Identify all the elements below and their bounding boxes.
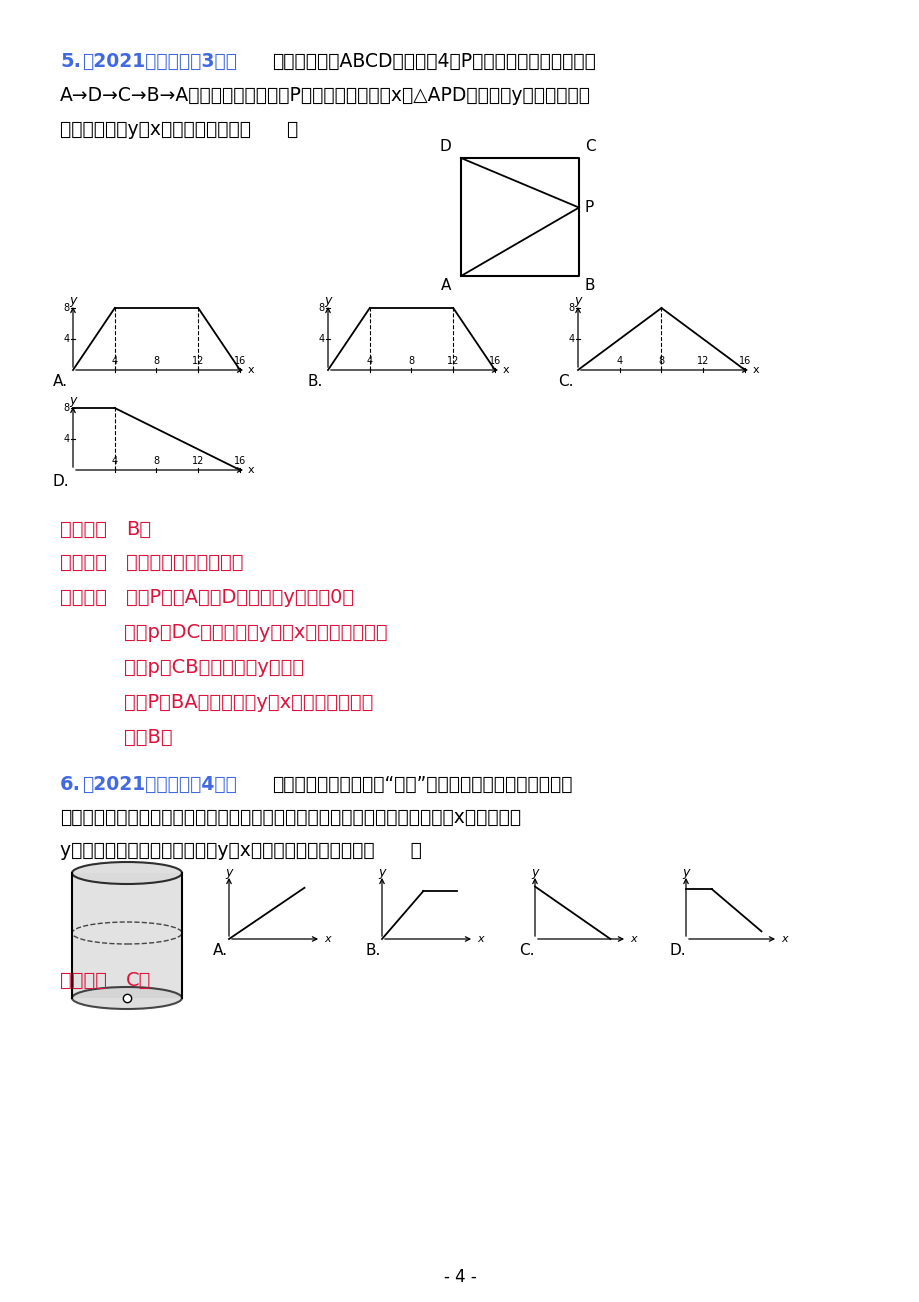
Text: 8: 8: [319, 303, 324, 312]
Text: C.: C.: [518, 943, 534, 958]
Text: 8: 8: [153, 355, 159, 366]
Text: x: x: [476, 934, 483, 944]
Text: y: y: [378, 866, 385, 879]
Text: B.: B.: [308, 374, 323, 389]
Text: y: y: [531, 866, 539, 879]
Text: y: y: [324, 294, 332, 307]
Text: 当点P在BA上运动时，y随x的增大而减小。: 当点P在BA上运动时，y随x的增大而减小。: [124, 693, 373, 712]
Text: 4: 4: [367, 355, 372, 366]
Text: 16: 16: [488, 355, 501, 366]
Text: 12: 12: [192, 456, 204, 466]
Text: 当点p在CB上运动时，y不变；: 当点p在CB上运动时，y不变；: [124, 658, 304, 677]
Text: y: y: [69, 395, 76, 408]
Text: 6.: 6.: [60, 775, 81, 794]
Text: 4: 4: [63, 335, 70, 344]
Text: 【答案】: 【答案】: [60, 971, 107, 990]
Text: A.: A.: [213, 943, 228, 958]
Text: 8: 8: [63, 404, 70, 413]
Text: 【答案】: 【答案】: [60, 519, 107, 539]
Text: 8: 8: [63, 303, 70, 312]
Text: y: y: [682, 866, 689, 879]
Text: D.: D.: [53, 474, 70, 490]
Text: 当点p在DC上运动时，y随着x的增大而增大；: 当点p在DC上运动时，y随着x的增大而增大；: [124, 622, 387, 642]
Text: x: x: [780, 934, 787, 944]
Text: 16: 16: [233, 456, 246, 466]
Text: 【考点】: 【考点】: [60, 553, 107, 572]
Text: 16: 16: [233, 355, 246, 366]
Text: 象能大致反映y与x的函数关系的是【      】: 象能大致反映y与x的函数关系的是【 】: [60, 120, 298, 139]
Ellipse shape: [72, 987, 182, 1009]
Text: C。: C。: [126, 971, 152, 990]
Text: y表示壶底到水面的高度，那么y与x的函数关系式的图象是【      】: y表示壶底到水面的高度，那么y与x的函数关系式的图象是【 】: [60, 841, 422, 861]
Text: B: B: [584, 279, 595, 293]
Text: C: C: [584, 139, 595, 154]
Text: P: P: [584, 201, 594, 215]
Text: 12: 12: [192, 355, 204, 366]
Text: y: y: [225, 866, 233, 879]
Text: x: x: [248, 465, 255, 475]
Text: 4: 4: [111, 456, 118, 466]
Text: A→D→C→B→A的路径匀速移动，讽P点经过的路径长为x，△APD的面积是y，那么以下图: A→D→C→B→A的路径匀速移动，讽P点经过的路径长为x，△APD的面积是y，那…: [60, 86, 590, 105]
Text: 12: 12: [697, 355, 709, 366]
Text: 16: 16: [738, 355, 750, 366]
Text: - 4 -: - 4 -: [443, 1268, 476, 1286]
Text: x: x: [503, 365, 509, 375]
Text: 8: 8: [153, 456, 159, 466]
Text: （2021年浙江衢卹3分）: （2021年浙江衢卹3分）: [82, 52, 237, 72]
Text: A.: A.: [53, 374, 68, 389]
Text: C.: C.: [558, 374, 573, 389]
Bar: [72, 874, 182, 999]
Text: 8: 8: [408, 355, 414, 366]
Text: 4: 4: [319, 335, 324, 344]
Text: 如图是我国古代计时器“漏壶”的示意图，在壶内盛一定量的: 如图是我国古代计时器“漏壶”的示意图，在壶内盛一定量的: [272, 775, 572, 794]
Text: 8: 8: [568, 303, 574, 312]
Text: x: x: [248, 365, 255, 375]
Text: 5.: 5.: [60, 52, 81, 72]
Text: 4: 4: [568, 335, 574, 344]
Text: D.: D.: [669, 943, 686, 958]
Text: 4: 4: [111, 355, 118, 366]
Text: 动点问题的函数图象。: 动点问题的函数图象。: [126, 553, 244, 572]
Text: y: y: [69, 294, 76, 307]
Text: 故选B。: 故选B。: [124, 728, 173, 747]
Text: 【分析】: 【分析】: [60, 589, 107, 607]
Text: 12: 12: [447, 355, 459, 366]
Text: B.: B.: [366, 943, 381, 958]
Text: 如图，正方形ABCD的边长为4，P为正方形边上一动点，沿: 如图，正方形ABCD的边长为4，P为正方形边上一动点，沿: [272, 52, 596, 72]
Text: （2021年浙江绍元4分）: （2021年浙江绍元4分）: [82, 775, 236, 794]
Text: B。: B。: [126, 519, 151, 539]
Text: x: x: [323, 934, 330, 944]
Text: 水，水从壶底的小孔漏出，壶壁内画有刻度，人们根据壶中水面的位置计时，用x表示时间，: 水，水从壶底的小孔漏出，壶壁内画有刻度，人们根据壶中水面的位置计时，用x表示时间…: [60, 809, 520, 827]
Text: x: x: [752, 365, 759, 375]
Text: 8: 8: [658, 355, 664, 366]
Text: D: D: [438, 139, 450, 154]
Text: 4: 4: [63, 434, 70, 444]
Text: 当点P由点A向点D运动时，y的值为0；: 当点P由点A向点D运动时，y的值为0；: [126, 589, 354, 607]
Text: x: x: [630, 934, 636, 944]
Text: y: y: [573, 294, 581, 307]
Ellipse shape: [72, 862, 182, 884]
Text: A: A: [440, 279, 450, 293]
Text: 4: 4: [616, 355, 622, 366]
